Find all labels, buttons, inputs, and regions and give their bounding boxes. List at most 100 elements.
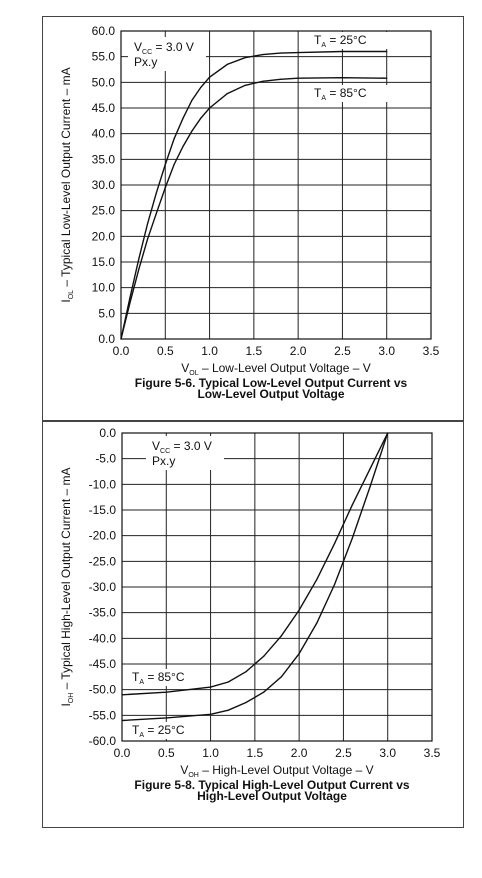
y-tick-label: 50.0 [92, 75, 116, 89]
data-point [200, 86, 202, 89]
data-point [209, 713, 212, 715]
data-point [333, 583, 336, 586]
data-point [298, 609, 300, 611]
data-point [279, 52, 282, 54]
data-point [341, 77, 344, 79]
condition-vcc: VCC = 3.0 V [152, 439, 212, 455]
x-tick-label: 2.0 [291, 746, 308, 760]
series-label-1-sub: A [139, 732, 144, 739]
x-tick-label: 2.5 [335, 746, 352, 760]
condition-vcc-sub: CC [142, 49, 152, 56]
y-tick-label: 20.0 [92, 229, 116, 243]
plot-border [121, 432, 433, 742]
y-axis-label-rest: – Typical Low-Level Output Current – mA [59, 67, 73, 290]
data-point [129, 297, 131, 299]
y-tick-label: 15.0 [92, 255, 116, 269]
data-point [386, 77, 388, 79]
series-label-0-rest: = 25°C [326, 33, 367, 47]
condition-vcc-prefix: V [134, 40, 142, 54]
y-tick-label: -25.0 [89, 554, 117, 568]
data-point [173, 163, 175, 166]
series-label-0-sub: A [321, 42, 326, 49]
condition-pin: Px.y [152, 454, 175, 468]
data-point [386, 50, 388, 53]
condition-vcc-prefix: V [152, 439, 160, 453]
data-point [121, 694, 123, 696]
data-point [351, 537, 353, 539]
data-point [191, 99, 193, 101]
x-tick-label: 3.0 [379, 746, 396, 760]
data-point [165, 691, 167, 693]
y-axis-label: IOH – Typical High-Level Output Current … [59, 467, 75, 706]
data-point [120, 338, 122, 340]
y-tick-label: 10.0 [92, 281, 116, 295]
data-point [182, 145, 184, 148]
data-point [200, 117, 202, 119]
data-point [155, 192, 158, 194]
series-label-1: TA = 85°C [314, 86, 367, 102]
y-tick-label: -50.0 [89, 683, 117, 697]
data-point [226, 93, 228, 95]
data-point [341, 50, 344, 53]
data-point [369, 468, 371, 470]
data-point [263, 655, 265, 657]
data-point [280, 635, 283, 637]
data-point [227, 709, 229, 711]
data-point [164, 186, 166, 189]
series-line-0 [120, 50, 387, 340]
series-label-1-rest: = 85°C [326, 86, 367, 100]
data-point [244, 57, 246, 59]
y-axis-label-sub: OL [68, 290, 75, 299]
data-point [138, 269, 140, 271]
figure-caption-line1: Figure 5-8. Typical High-Level Output Cu… [134, 778, 409, 792]
data-point [280, 676, 283, 678]
condition-vcc-rest: = 3.0 V [170, 439, 212, 453]
series-label-0: TA = 85°C [132, 670, 185, 686]
condition-vcc-sub: CC [160, 448, 170, 455]
condition-box [128, 37, 206, 71]
x-axis-label-prefix: V [180, 763, 188, 777]
data-point [351, 504, 353, 506]
data-point [297, 77, 299, 79]
figure-caption-line2: Low-Level Output Voltage [197, 387, 344, 401]
series-label-bg [130, 669, 206, 686]
right-column-divider [463, 16, 464, 828]
y-tick-label: -30.0 [89, 580, 117, 594]
series-label-1: TA = 25°C [132, 723, 185, 739]
y-axis-label-sub: OH [68, 693, 75, 704]
x-tick-label: 3.5 [424, 746, 441, 760]
x-tick-label: 2.0 [290, 344, 307, 358]
data-point [262, 80, 264, 82]
data-point [333, 542, 336, 544]
y-tick-label: 0.0 [99, 426, 116, 440]
figure-caption-line2: High-Level Output Voltage [197, 789, 347, 803]
y-tick-label: 30.0 [92, 178, 116, 192]
x-axis-label-rest: – Low-Level Output Voltage – V [199, 361, 371, 375]
data-point [316, 622, 318, 624]
x-tick-label: 2.5 [334, 344, 351, 358]
x-tick-label: 3.5 [423, 344, 440, 358]
y-tick-label: 25.0 [92, 204, 116, 218]
data-point [297, 51, 299, 54]
data-point [245, 671, 247, 673]
data-point [138, 258, 140, 261]
condition-vcc-rest: = 3.0 V [152, 40, 194, 54]
data-point [173, 138, 175, 140]
y-tick-label: -55.0 [89, 708, 117, 722]
x-tick-label: 1.5 [246, 344, 263, 358]
data-point [164, 163, 166, 166]
x-tick-label: 0.0 [114, 746, 131, 760]
series-label-0-sub: A [139, 679, 144, 686]
y-tick-label: 60.0 [92, 24, 116, 38]
data-point [191, 130, 193, 132]
y-tick-label: 35.0 [92, 152, 116, 166]
chart-high-level-output-current: 0.0 0.5 1.0 1.5 2.0 2.5 3.0 3.5 0.0 -5.0 -10.0 -15.… [59, 426, 441, 803]
data-point [155, 212, 158, 214]
y-tick-label: -10.0 [89, 477, 117, 491]
y-tick-label: 45.0 [92, 101, 116, 115]
series-line-1 [120, 76, 387, 340]
data-point [182, 117, 184, 119]
series-label-0-prefix: T [314, 33, 322, 47]
y-tick-label: -35.0 [89, 606, 117, 620]
x-tick-label: 1.0 [201, 344, 218, 358]
